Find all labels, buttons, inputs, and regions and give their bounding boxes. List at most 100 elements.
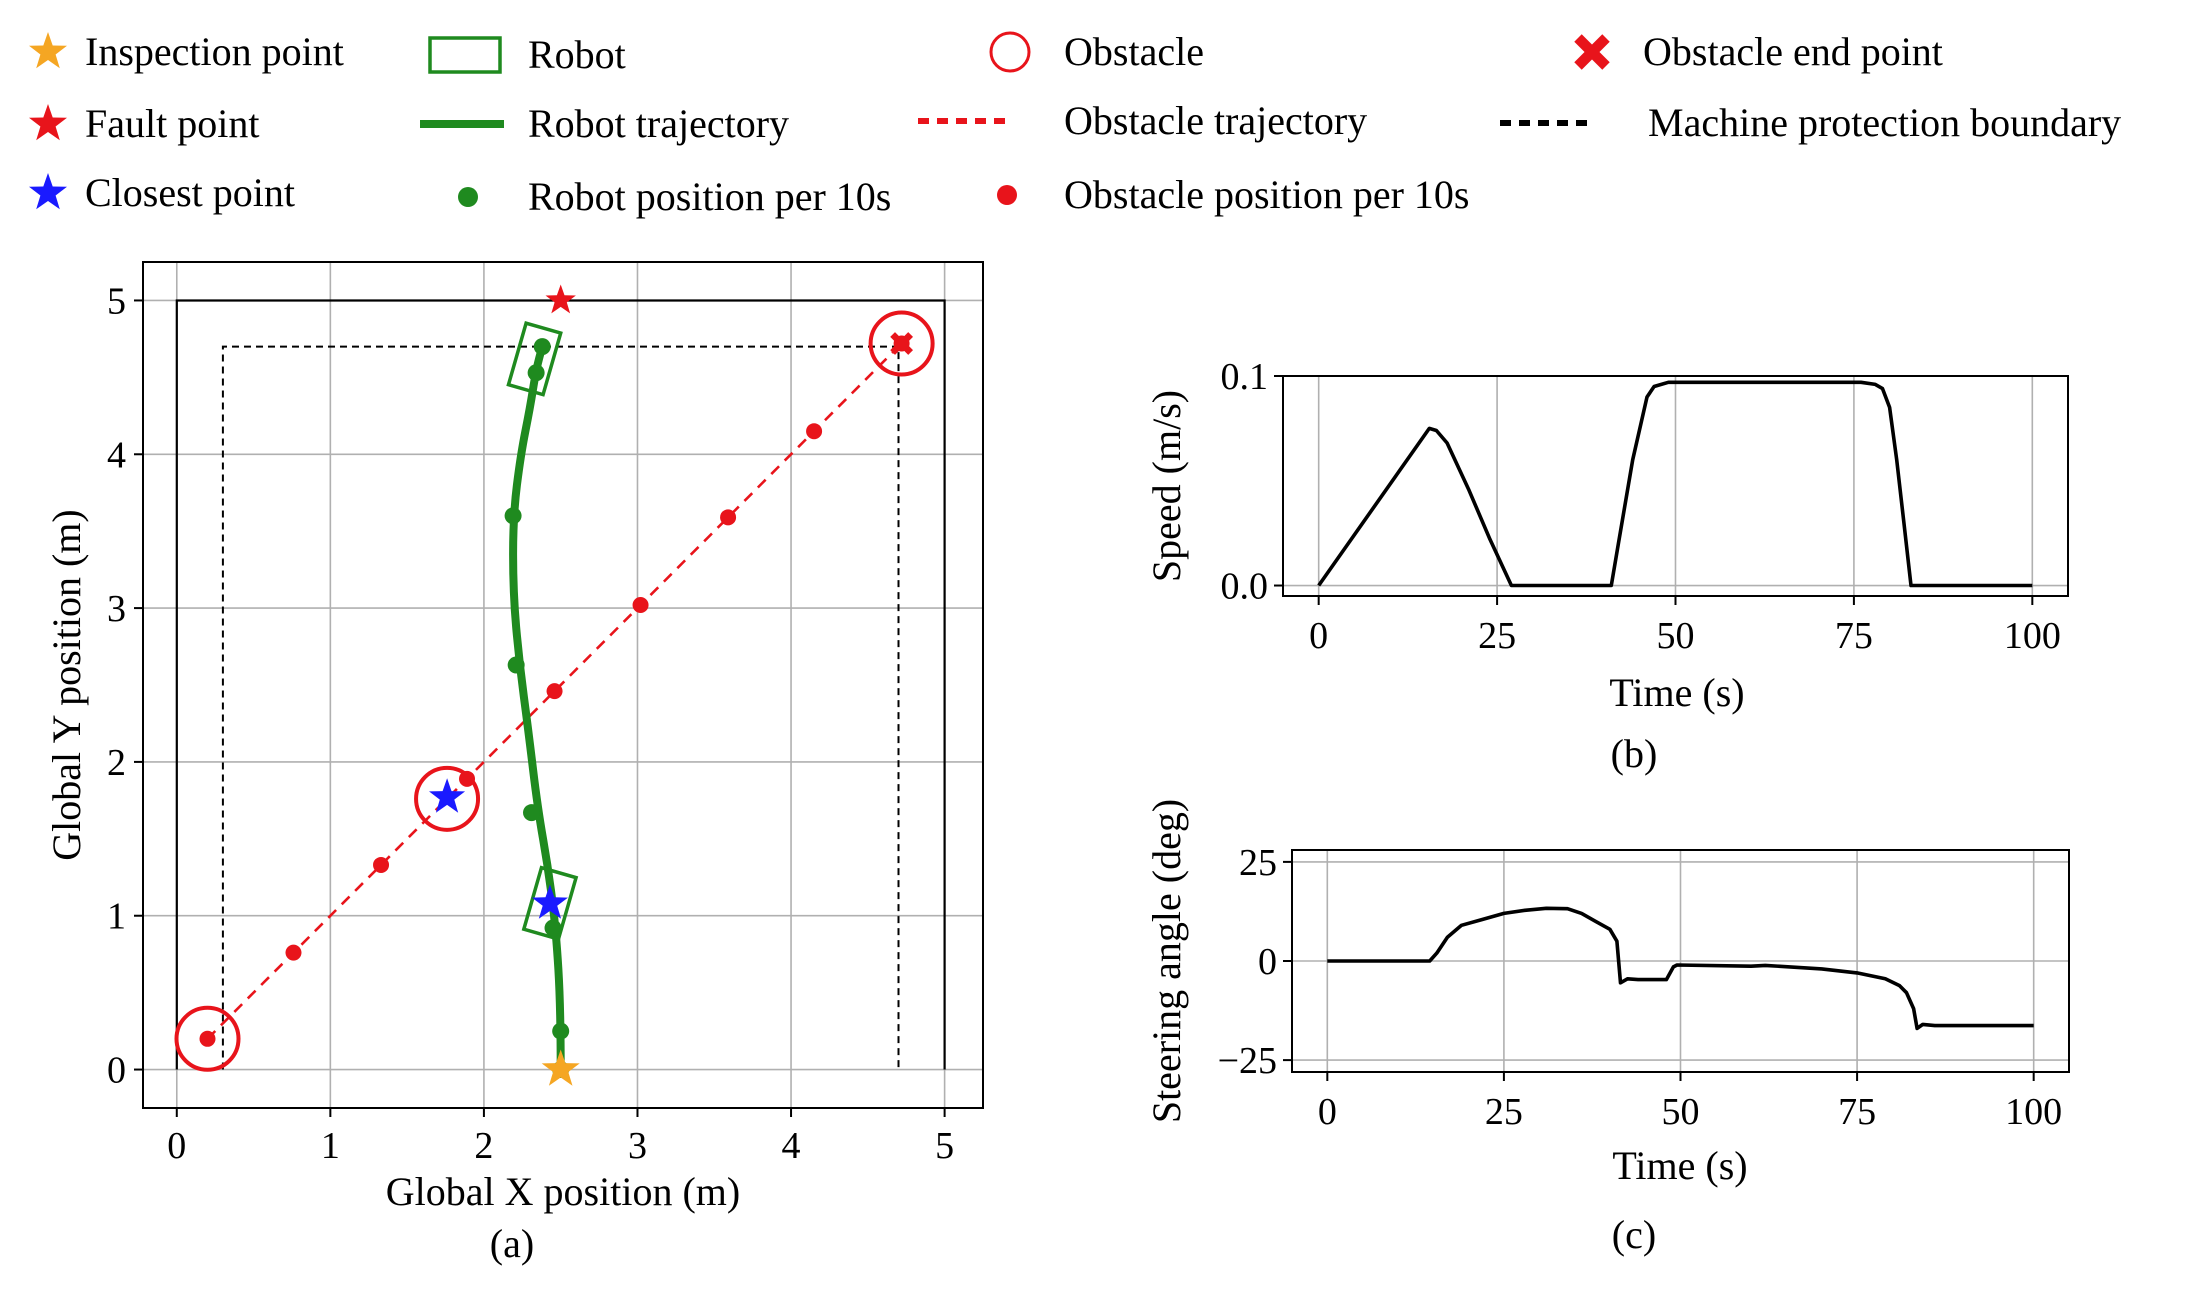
grid bbox=[1283, 375, 2068, 596]
x-tick-label: 100 bbox=[2005, 1091, 2062, 1133]
fault-point-star bbox=[545, 284, 576, 314]
obstacle-end-point-stroke bbox=[890, 332, 913, 355]
x-tick-label: 100 bbox=[2004, 615, 2061, 657]
robot-position-dot bbox=[533, 338, 551, 356]
y-tick-label: 3 bbox=[107, 588, 126, 630]
legend-label: Obstacle bbox=[1064, 29, 1204, 74]
red-x-icon bbox=[1574, 34, 1610, 70]
y-tick-label: 2 bbox=[107, 742, 126, 784]
obstacle-end-point bbox=[890, 332, 913, 355]
speed-plot: 0 25 50 75 100 0.0 0.1 Time (s) Speed (m/s) (b… bbox=[1144, 356, 2069, 776]
obstacle-position-dot bbox=[373, 856, 390, 873]
x-tick-label: 25 bbox=[1485, 1091, 1523, 1133]
legend-label: Closest point bbox=[85, 170, 295, 215]
trajectory-plot: 0 1 2 3 4 5 0 1 2 3 4 5 Global X position (m) Globa… bbox=[44, 261, 984, 1266]
blue-star-icon bbox=[29, 173, 67, 210]
x-tick-label: 0 bbox=[1309, 615, 1328, 657]
obstacle-position-dot bbox=[632, 597, 649, 614]
legend-label: Obstacle end point bbox=[1643, 29, 1943, 74]
caption-a: (a) bbox=[490, 1221, 534, 1266]
x-tick-label: 2 bbox=[474, 1125, 493, 1167]
obstacle-position-dot bbox=[459, 770, 476, 787]
y-axis-label: Speed (m/s) bbox=[1144, 390, 1189, 582]
y-tick-label: 0.1 bbox=[1221, 356, 1269, 398]
legend-label: Fault point bbox=[85, 101, 259, 146]
obstacle-position-dot bbox=[546, 683, 563, 700]
legend-entry: Obstacle position per 10s bbox=[997, 172, 1470, 217]
legend-label: Robot trajectory bbox=[528, 101, 789, 146]
x-tick-label: 50 bbox=[1657, 615, 1695, 657]
obstacle-position-dot bbox=[285, 944, 302, 961]
legend-entry: Fault point bbox=[29, 101, 259, 146]
protection-boundary bbox=[221, 345, 900, 1070]
legend-label: Obstacle position per 10s bbox=[1064, 172, 1470, 217]
y-tick-label: 0 bbox=[1258, 941, 1277, 983]
x-tick-label: 50 bbox=[1662, 1091, 1700, 1133]
y-tick-label: 0.0 bbox=[1221, 566, 1269, 608]
x-tick-label: 25 bbox=[1478, 615, 1516, 657]
x-axis-label: Global X position (m) bbox=[386, 1169, 740, 1214]
y-tick-label: 0 bbox=[107, 1050, 126, 1092]
y-tick-label: 4 bbox=[107, 434, 126, 476]
y-axis-label: Global Y position (m) bbox=[44, 509, 89, 860]
robot-position-dot bbox=[507, 656, 525, 674]
x-tick-label: 4 bbox=[782, 1125, 801, 1167]
obstacle-circle bbox=[414, 765, 481, 832]
legend-entry: Robot position per 10s bbox=[458, 174, 891, 219]
robot-position-dot bbox=[527, 364, 545, 382]
robot-position-dot bbox=[504, 507, 522, 525]
caption-b: (b) bbox=[1611, 731, 1658, 776]
legend-label: Inspection point bbox=[85, 29, 344, 74]
inspection-point-star bbox=[541, 1049, 580, 1086]
closest-point-star bbox=[429, 778, 466, 813]
legend-label: Robot position per 10s bbox=[528, 174, 891, 219]
robot-box bbox=[521, 865, 579, 942]
x-tick-label: 5 bbox=[935, 1125, 954, 1167]
red-dot-icon bbox=[997, 185, 1017, 205]
legend-entry: Obstacle bbox=[989, 29, 1204, 74]
x-tick-label: 3 bbox=[628, 1125, 647, 1167]
y-tick-label: −25 bbox=[1218, 1040, 1277, 1082]
y-tick-label: 5 bbox=[107, 280, 126, 322]
x-tick-label: 75 bbox=[1835, 615, 1873, 657]
x-axis-label: Time (s) bbox=[1612, 1143, 1747, 1188]
legend: Inspection point Fault point Closest point… bbox=[29, 29, 2121, 219]
robot-box bbox=[506, 321, 563, 397]
closest-point-star bbox=[531, 884, 568, 919]
red-star-icon bbox=[29, 104, 67, 141]
x-tick-label: 0 bbox=[1318, 1091, 1337, 1133]
legend-label: Obstacle trajectory bbox=[1064, 98, 1367, 143]
orange-star-icon bbox=[29, 32, 67, 69]
obstacle-circle bbox=[174, 1005, 241, 1072]
obstacle-position-dot bbox=[199, 1030, 216, 1047]
legend-entry: Obstacle trajectory bbox=[918, 98, 1367, 143]
y-tick-label: 25 bbox=[1239, 842, 1277, 884]
green-dot-icon bbox=[458, 187, 478, 207]
steering-angle-plot: 0 25 50 75 100 −25 0 25 Time (s) Steering angle… bbox=[1144, 799, 2070, 1257]
legend-label: Robot bbox=[528, 32, 626, 77]
plot-frame bbox=[142, 261, 984, 1109]
legend-entry: Inspection point bbox=[29, 29, 344, 74]
legend-entry: Robot bbox=[428, 32, 626, 77]
robot-position-dot bbox=[523, 804, 541, 822]
red-circle-icon bbox=[989, 31, 1031, 73]
x-tick-label: 75 bbox=[1838, 1091, 1876, 1133]
red-x-icon-stroke bbox=[1574, 34, 1610, 70]
y-axis-label: Steering angle (deg) bbox=[1144, 799, 1189, 1123]
obstacle-circle bbox=[868, 310, 935, 377]
x-tick-label: 0 bbox=[167, 1125, 186, 1167]
x-axis-label: Time (s) bbox=[1609, 670, 1744, 715]
robot-position-dot bbox=[544, 919, 562, 937]
legend-entry: Closest point bbox=[29, 170, 295, 215]
green-rectangle-icon bbox=[428, 36, 502, 74]
obstacle-position-dot bbox=[720, 509, 737, 526]
y-tick-label: 1 bbox=[107, 896, 126, 938]
x-tick-label: 1 bbox=[321, 1125, 340, 1167]
series-line bbox=[1327, 906, 2034, 1031]
robot-position-dot bbox=[552, 1022, 570, 1040]
legend-entry: Robot trajectory bbox=[420, 101, 789, 146]
caption-c: (c) bbox=[1612, 1212, 1656, 1257]
obstacle-trajectory bbox=[206, 342, 903, 1040]
legend-entry: Machine protection boundary bbox=[1500, 100, 2121, 145]
